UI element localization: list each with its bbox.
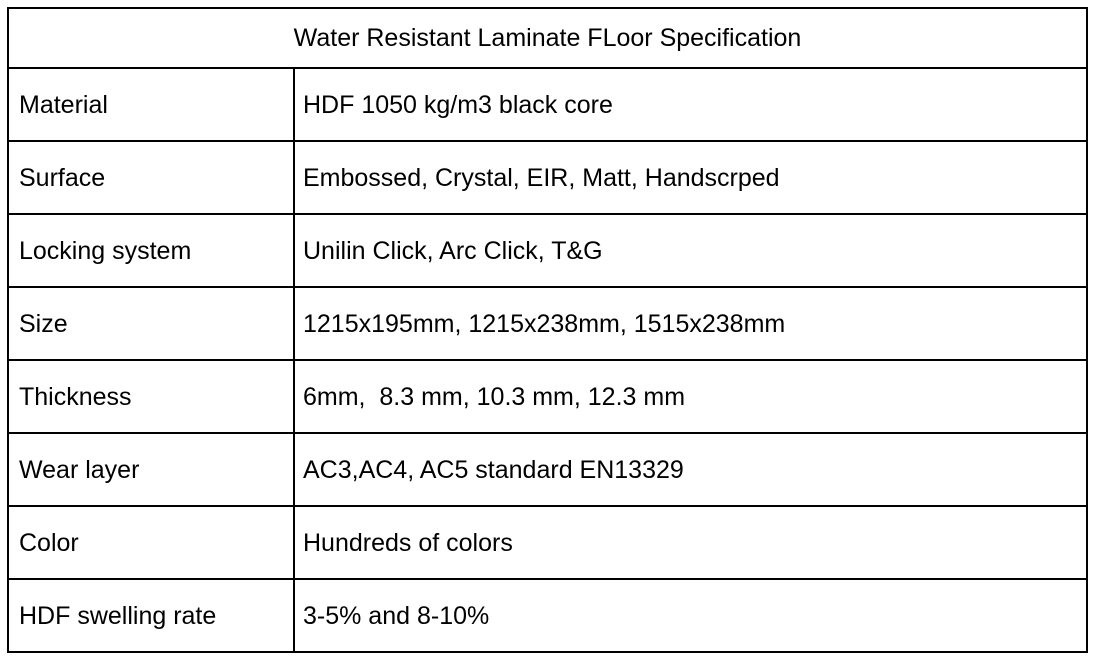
- row-label-color: Color: [7, 505, 295, 580]
- row-value-locking-system: Unilin Click, Arc Click, T&G: [293, 213, 1088, 288]
- row-label-locking-system: Locking system: [7, 213, 295, 288]
- table-row: Locking system Unilin Click, Arc Click, …: [7, 213, 1088, 288]
- row-value-thickness: 6mm, 8.3 mm, 10.3 mm, 12.3 mm: [293, 359, 1088, 434]
- table-row: Surface Embossed, Crystal, EIR, Matt, Ha…: [7, 140, 1088, 215]
- row-label-size: Size: [7, 286, 295, 361]
- row-label-wear-layer: Wear layer: [7, 432, 295, 507]
- row-label-thickness: Thickness: [7, 359, 295, 434]
- row-label-surface: Surface: [7, 140, 295, 215]
- table-row: Material HDF 1050 kg/m3 black core: [7, 67, 1088, 142]
- table-title: Water Resistant Laminate FLoor Specifica…: [7, 7, 1088, 69]
- row-value-size: 1215x195mm, 1215x238mm, 1515x238mm: [293, 286, 1088, 361]
- table-row: HDF swelling rate 3-5% and 8-10%: [7, 578, 1088, 653]
- row-label-hdf-swelling-rate: HDF swelling rate: [7, 578, 295, 653]
- row-value-color: Hundreds of colors: [293, 505, 1088, 580]
- row-value-wear-layer: AC3,AC4, AC5 standard EN13329: [293, 432, 1088, 507]
- row-value-surface: Embossed, Crystal, EIR, Matt, Handscrped: [293, 140, 1088, 215]
- row-label-material: Material: [7, 67, 295, 142]
- table-row: Wear layer AC3,AC4, AC5 standard EN13329: [7, 432, 1088, 507]
- table-row: Color Hundreds of colors: [7, 505, 1088, 580]
- table-row: Size 1215x195mm, 1215x238mm, 1515x238mm: [7, 286, 1088, 361]
- table-row: Thickness 6mm, 8.3 mm, 10.3 mm, 12.3 mm: [7, 359, 1088, 434]
- row-value-hdf-swelling-rate: 3-5% and 8-10%: [293, 578, 1088, 653]
- spec-table: Water Resistant Laminate FLoor Specifica…: [7, 7, 1088, 653]
- table-title-row: Water Resistant Laminate FLoor Specifica…: [7, 7, 1088, 69]
- row-value-material: HDF 1050 kg/m3 black core: [293, 67, 1088, 142]
